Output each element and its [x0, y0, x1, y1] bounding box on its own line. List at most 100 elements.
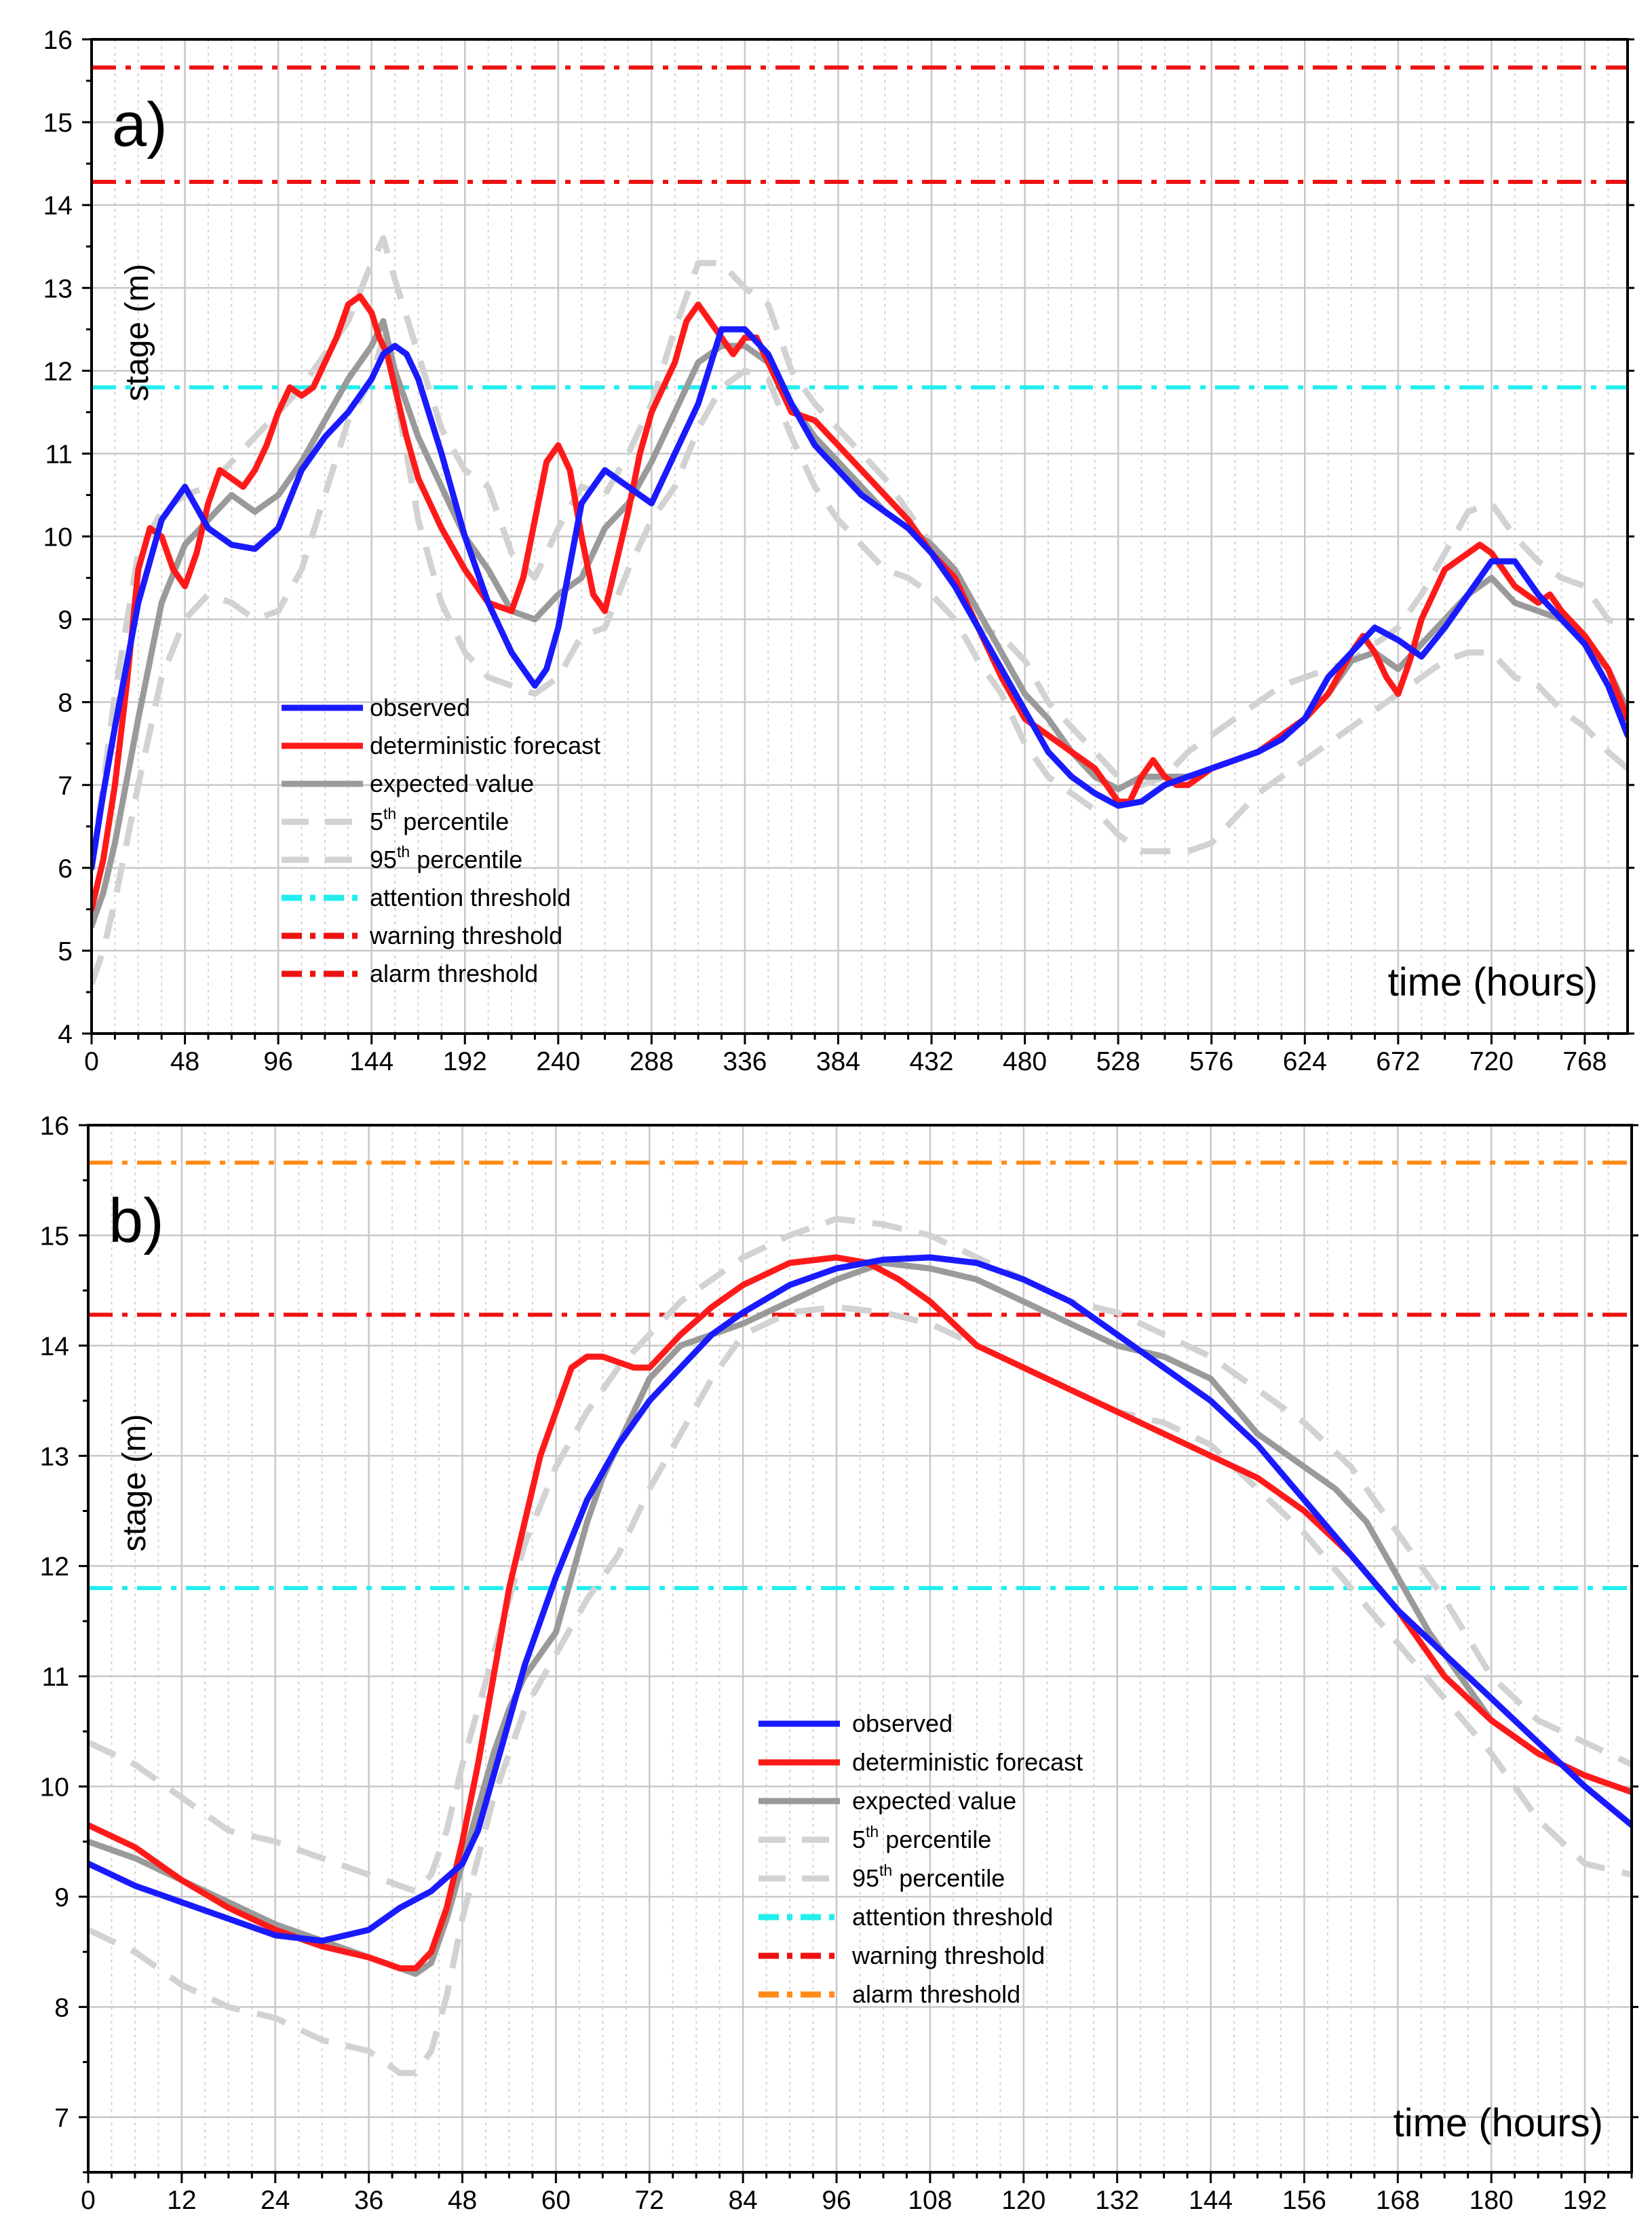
x-tick-label: 48	[448, 2186, 477, 2210]
series-95th-percentile	[92, 235, 1628, 869]
x-tick-label: 240	[536, 1047, 580, 1076]
x-tick-label: 156	[1282, 2186, 1326, 2210]
x-tick-label: 576	[1189, 1047, 1233, 1076]
y-tick-label: 11	[42, 1663, 70, 1692]
chart-panel-a: 0 48 96 144 192 240 288 336 384 432 480 528 576 624 67…	[43, 26, 1634, 1076]
x-tick-label: 672	[1376, 1047, 1420, 1076]
x-tick-label: 132	[1095, 2186, 1139, 2210]
series-group	[92, 65, 1628, 985]
series-deterministic-forecast	[88, 1254, 1632, 1971]
legend-label: warning threshold	[369, 922, 562, 949]
y-tick-label: 6	[58, 854, 73, 884]
legend-label: warning threshold	[851, 1942, 1045, 1969]
major-gridlines	[92, 39, 1628, 1034]
x-tick-label: 384	[816, 1047, 860, 1076]
y-tick-label: 13	[43, 274, 73, 303]
y-tick-label: 16	[43, 26, 73, 55]
x-tick-label: 336	[723, 1047, 767, 1076]
x-tick-label: 288	[630, 1047, 674, 1076]
series-observed	[88, 1254, 1632, 1944]
panel-label: a)	[112, 90, 168, 159]
x-tick-label: 60	[541, 2186, 571, 2210]
y-tick-label: 7	[58, 772, 73, 801]
legend-label: 95th percentile	[852, 1861, 1005, 1892]
y-tick-label: 11	[45, 440, 73, 469]
y-tick-label: 10	[40, 1773, 69, 1802]
x-tick-label: 168	[1376, 2186, 1420, 2210]
x-tick-label: 624	[1283, 1047, 1327, 1076]
y-tick-label: 14	[40, 1332, 69, 1361]
x-axis-label: time (hours)	[1394, 2101, 1603, 2145]
series-5th-percentile	[88, 1304, 1632, 2077]
y-axis: 4 5 6 7 8 9 10 11 12 13 14 15 16	[43, 26, 1634, 1049]
x-tick-label: 36	[354, 2186, 383, 2210]
x-tick-label: 0	[81, 2186, 96, 2210]
y-tick-label: 15	[43, 109, 73, 138]
y-axis-label: stage (m)	[117, 1414, 153, 1552]
x-tick-label: 720	[1469, 1047, 1514, 1076]
y-tick-label: 4	[58, 1020, 73, 1049]
x-tick-label: 144	[349, 1047, 393, 1076]
legend-label: expected value	[370, 770, 534, 797]
y-tick-label: 9	[58, 606, 73, 635]
y-tick-label: 10	[43, 523, 73, 552]
x-tick-label: 12	[167, 2186, 196, 2210]
series-5th-percentile	[92, 335, 1628, 985]
x-tick-label: 768	[1562, 1047, 1607, 1076]
legend-label: deterministic forecast	[370, 732, 600, 759]
x-tick-label: 480	[1003, 1047, 1047, 1076]
series-observed	[92, 326, 1628, 871]
x-tick-label: 192	[443, 1047, 487, 1076]
x-tick-label: 192	[1563, 2186, 1607, 2210]
y-tick-label: 14	[43, 191, 73, 221]
y-axis: 7 8 9 10 11 12 13 14 15 16	[40, 1112, 1638, 2174]
legend-label: observed	[852, 1709, 953, 1737]
legend-label: expected value	[852, 1787, 1016, 1815]
x-tick-label: 72	[635, 2186, 664, 2210]
series-expected-value	[92, 318, 1628, 929]
y-tick-label: 8	[58, 689, 73, 718]
x-tick-label: 96	[263, 1047, 292, 1076]
y-tick-label: 9	[54, 1883, 69, 1912]
x-tick-label: 180	[1469, 2186, 1514, 2210]
legend-label: alarm threshold	[370, 960, 538, 987]
legend: observed deterministic forecast expected v…	[282, 694, 600, 987]
y-tick-label: 13	[40, 1442, 69, 1471]
series-expected-value	[88, 1260, 1632, 1978]
y-tick-label: 16	[40, 1112, 69, 1141]
x-axis: 0 12 24 36 48 60 72 84 96 108 120 132 144 156 168 180 19…	[81, 2172, 1633, 2213]
legend-label: alarm threshold	[852, 1980, 1020, 2008]
panel-label: b)	[109, 1186, 164, 1255]
x-tick-label: 432	[909, 1047, 953, 1076]
y-axis-label: stage (m)	[119, 264, 155, 402]
legend-label: 5th percentile	[370, 805, 509, 835]
y-tick-label: 8	[54, 1993, 69, 2022]
legend-label: 5th percentile	[852, 1823, 991, 1853]
y-tick-label: 12	[40, 1553, 69, 1582]
legend-label: 95th percentile	[370, 843, 522, 873]
y-tick-label: 5	[58, 937, 73, 966]
x-tick-label: 84	[728, 2186, 757, 2210]
x-tick-label: 144	[1189, 2186, 1233, 2210]
legend: observed deterministic forecast expected v…	[758, 1709, 1083, 2008]
chart-panel-b: 0 12 24 36 48 60 72 84 96 108 120 132 144 156 168 180 19…	[40, 1112, 1638, 2213]
major-gridlines	[88, 1125, 1632, 2172]
legend-label: deterministic forecast	[852, 1748, 1083, 1776]
y-tick-label: 15	[40, 1222, 69, 1251]
x-axis-label: time (hours)	[1388, 960, 1598, 1004]
x-tick-label: 120	[1001, 2186, 1045, 2210]
series-group	[88, 1160, 1632, 2077]
y-tick-label: 12	[43, 357, 73, 386]
x-tick-label: 108	[908, 2186, 952, 2210]
legend-label: observed	[370, 694, 470, 721]
legend-label: attention threshold	[852, 1903, 1053, 1931]
x-axis: 0 48 96 144 192 240 288 336 384 432 480 528 576 624 67…	[84, 1034, 1609, 1076]
x-tick-label: 24	[261, 2186, 290, 2210]
legend-label: attention threshold	[370, 884, 571, 911]
x-tick-label: 96	[822, 2186, 851, 2210]
x-tick-label: 0	[84, 1047, 99, 1076]
x-tick-label: 48	[170, 1047, 199, 1076]
x-tick-label: 528	[1096, 1047, 1140, 1076]
